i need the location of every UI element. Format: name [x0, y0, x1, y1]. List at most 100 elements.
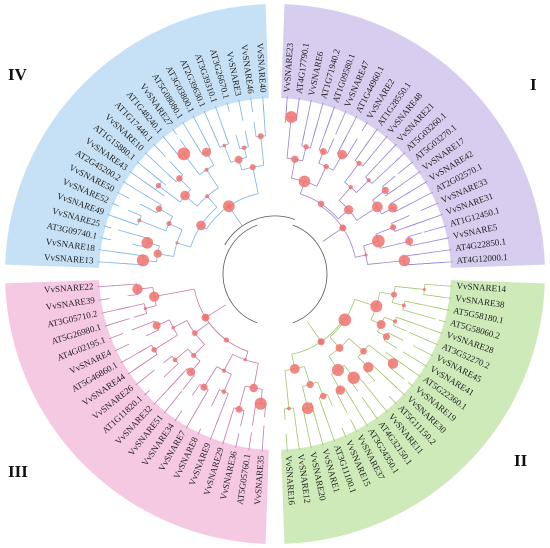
leaf-branch	[109, 333, 124, 340]
bootstrap-dot	[298, 175, 311, 188]
leaf-branch	[163, 390, 183, 414]
bootstrap-dot	[226, 203, 232, 209]
clade-sector-iv	[5, 4, 269, 268]
bootstrap-dot	[241, 145, 247, 151]
leaf-branch	[171, 128, 177, 135]
bootstrap-dot	[196, 220, 206, 231]
leaf-branch	[423, 237, 450, 244]
internal-branch	[174, 348, 189, 361]
leaf-branch	[114, 343, 130, 352]
internal-branch	[127, 209, 142, 217]
leaf-branch	[197, 428, 202, 435]
internal-branch	[158, 185, 181, 203]
bootstrap-dot	[137, 218, 142, 223]
bootstrap-dot	[180, 190, 190, 201]
internal-branch	[154, 334, 178, 351]
internal-branch	[318, 397, 327, 418]
internal-branch	[252, 167, 259, 194]
bootstrap-dot	[175, 241, 179, 245]
internal-branch	[113, 216, 138, 226]
tree-branches	[97, 96, 453, 452]
internal-branch	[286, 117, 292, 159]
internal-branch	[163, 355, 173, 364]
bootstrap-dot	[166, 220, 172, 227]
internal-branch	[344, 162, 360, 183]
leaf-branch	[335, 110, 347, 135]
leaf-branch	[438, 319, 447, 323]
internal-branch	[167, 368, 188, 390]
leaf-label: VvSNARE40	[255, 43, 268, 94]
internal-branch	[192, 138, 203, 155]
internal-branch	[238, 385, 246, 410]
leaf-branch	[420, 202, 439, 212]
internal-branch	[424, 283, 437, 286]
bootstrap-dot	[370, 300, 383, 313]
internal-branch	[394, 203, 411, 213]
bootstrap-dot	[348, 185, 353, 190]
leaf-branch	[368, 135, 388, 160]
leaf-branch	[412, 345, 434, 357]
internal-branch	[201, 133, 212, 151]
bootstrap-dot	[337, 149, 347, 160]
leaf-branch	[116, 191, 130, 199]
bootstrap-dot	[235, 405, 243, 413]
internal-branch	[169, 161, 184, 176]
clade-label-iii: III	[8, 462, 28, 481]
bootstrap-dot	[285, 111, 298, 123]
bootstrap-dot	[401, 303, 406, 308]
internal-branch	[410, 242, 425, 247]
bootstrap-dot	[204, 167, 209, 172]
leaf-branch	[174, 410, 183, 422]
bootstrap-dot	[318, 339, 324, 345]
internal-branch	[387, 187, 397, 195]
internal-branch	[223, 354, 234, 371]
leaf-branch	[100, 237, 112, 241]
internal-branch	[145, 305, 157, 309]
internal-branch	[423, 294, 442, 298]
internal-branch	[388, 332, 404, 341]
internal-branch	[117, 303, 145, 311]
bootstrap-dot	[335, 385, 346, 395]
internal-branch	[206, 169, 219, 188]
bootstrap-dot	[335, 343, 344, 352]
bootstrap-dot	[205, 194, 210, 199]
internal-branch	[318, 113, 333, 151]
bootstrap-dot	[136, 254, 150, 267]
internal-branch	[392, 302, 404, 306]
bootstrap-dot	[291, 155, 299, 163]
bootstrap-dot	[323, 163, 329, 170]
clade-label-ii: II	[514, 451, 528, 470]
leaf-branch	[407, 382, 414, 387]
internal-branch	[356, 374, 375, 396]
internal-branch	[395, 359, 405, 366]
bootstrap-dot	[149, 291, 160, 302]
leaf-branch	[361, 121, 368, 132]
internal-branch	[284, 370, 290, 409]
internal-branch	[371, 156, 401, 184]
internal-branch	[354, 141, 369, 161]
internal-branch	[151, 173, 162, 183]
internal-branch	[223, 374, 232, 392]
internal-branch	[127, 293, 139, 297]
bootstrap-dot	[141, 236, 154, 249]
leaf-branch	[135, 369, 155, 386]
leaf-branch	[409, 332, 439, 346]
internal-branch	[194, 322, 210, 334]
leaf-label: VvSNARE22	[44, 281, 94, 295]
bootstrap-dot	[153, 249, 162, 258]
internal-arc	[208, 322, 249, 352]
leaf-branch	[235, 433, 240, 448]
internal-branch	[326, 394, 333, 407]
clade-stem	[307, 321, 322, 343]
internal-branch	[327, 138, 335, 154]
leaf-branch	[434, 284, 453, 287]
internal-branch	[337, 136, 347, 153]
leaf-branch	[136, 161, 167, 186]
bootstrap-dot	[155, 182, 162, 189]
leaf-branch	[248, 432, 252, 451]
leaf-branch	[238, 99, 244, 121]
bootstrap-dots	[132, 111, 426, 415]
internal-branch	[223, 129, 230, 145]
leaf-branch	[103, 225, 112, 229]
bootstrap-dot	[381, 186, 389, 194]
